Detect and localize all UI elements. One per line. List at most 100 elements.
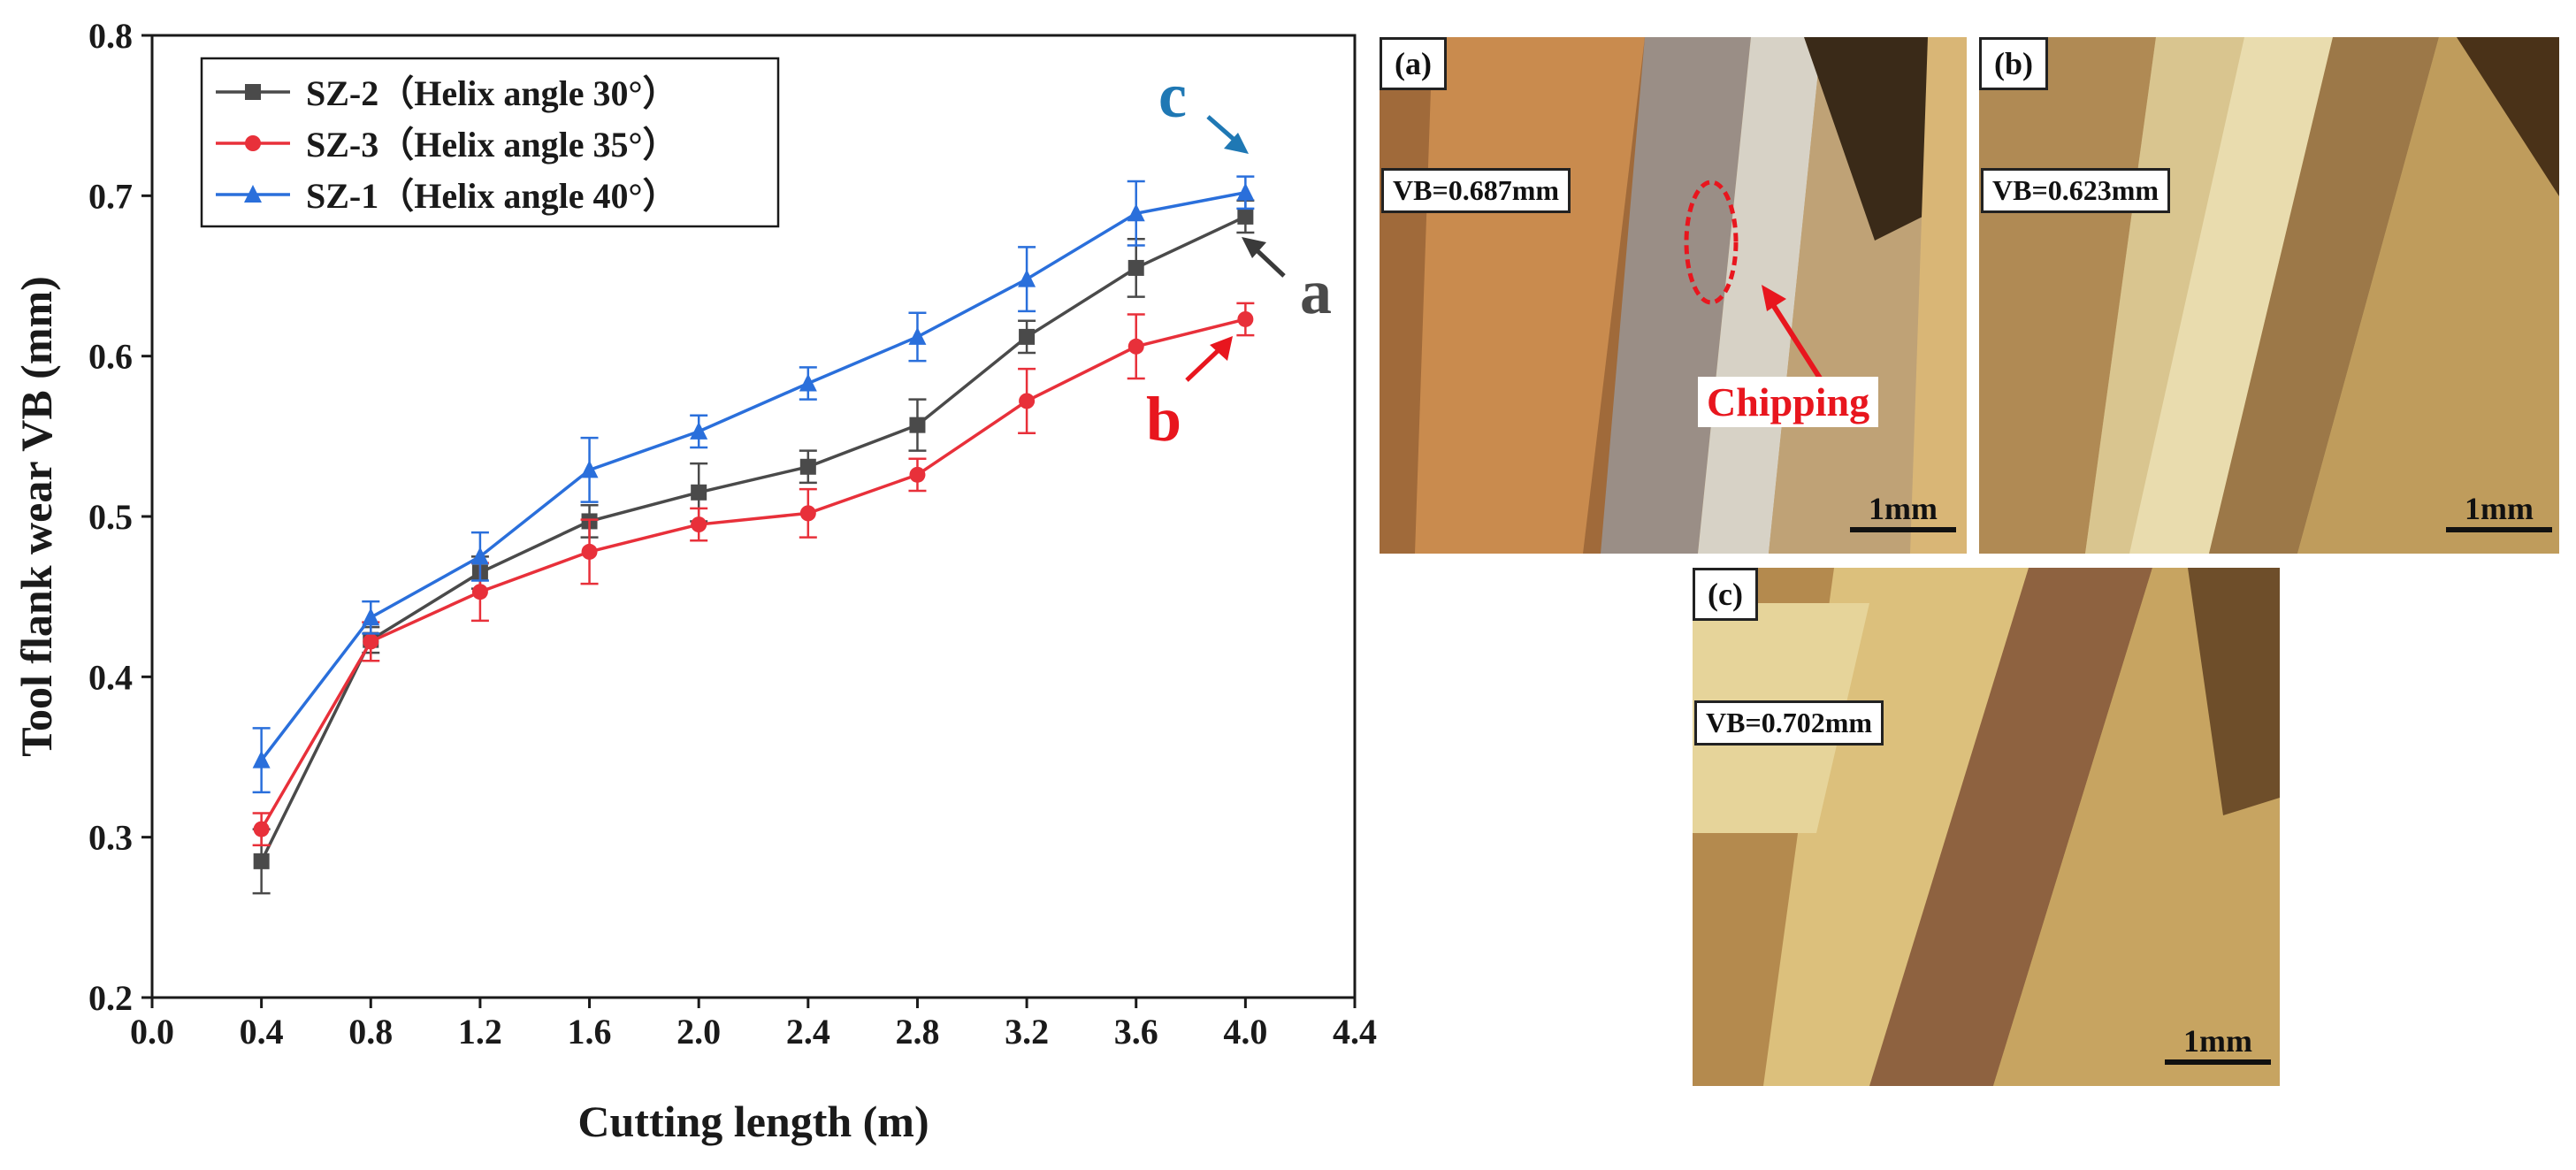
data-point <box>363 633 379 650</box>
data-point <box>1019 393 1036 409</box>
data-point <box>1237 310 1254 327</box>
micrograph-a-scale-line <box>1850 527 1956 532</box>
data-point <box>362 608 380 626</box>
data-point <box>691 484 707 501</box>
y-tick-label: 0.5 <box>88 497 133 537</box>
data-point <box>908 326 927 345</box>
legend-marker <box>244 185 262 203</box>
data-point <box>1018 269 1036 287</box>
x-tick-label: 2.8 <box>895 1012 939 1051</box>
micrograph-a-scale-text: 1mm <box>1869 491 1938 526</box>
data-point <box>799 373 817 392</box>
data-point <box>252 750 271 769</box>
y-tick-label: 0.8 <box>88 16 133 56</box>
data-point <box>253 821 270 837</box>
x-tick-label: 0.0 <box>130 1012 174 1051</box>
series-line <box>260 190 1246 761</box>
series-0 <box>252 199 1255 895</box>
axis-ticks: 0.0 0.4 0.8 1.2 1.6 2.0 2.4 2.8 3.2 3.6 4.0 4.4 0.2 0… <box>88 16 1377 1051</box>
legend-marker <box>245 84 261 100</box>
annotation-b-arrow <box>1185 347 1222 382</box>
micrograph-c-label: (c) <box>1693 568 1758 621</box>
data-point <box>1127 338 1144 355</box>
annotation-b: b <box>1146 336 1233 455</box>
data-point <box>1019 328 1036 345</box>
data-point <box>1237 208 1254 225</box>
y-tick-label: 0.2 <box>88 978 133 1018</box>
micrograph-b: (b) VB=0.623mm 1mm <box>1979 37 2559 554</box>
micrograph-a-scale: 1mm <box>1850 490 1956 532</box>
x-axis-title: Cutting length (m) <box>577 1097 929 1146</box>
series-layer <box>252 175 1255 895</box>
data-point <box>580 460 599 478</box>
x-tick-label: 1.6 <box>568 1012 612 1051</box>
x-tick-label: 4.4 <box>1333 1012 1377 1051</box>
y-tick-label: 0.3 <box>88 818 133 858</box>
y-tick-label: 0.7 <box>88 176 133 216</box>
annotation-a-label: a <box>1300 256 1332 327</box>
x-tick-label: 2.0 <box>676 1012 721 1051</box>
legend-label: SZ-1（Helix angle 40°） <box>306 176 677 216</box>
micrograph-a-label: (a) <box>1380 37 1447 90</box>
data-point <box>470 547 489 565</box>
annotation-a-arrow <box>1252 246 1286 278</box>
micrograph-b-label: (b) <box>1979 37 2048 90</box>
chipping-ellipse <box>1684 180 1739 305</box>
y-tick-label: 0.6 <box>88 337 133 377</box>
micrograph-c-scale: 1mm <box>2165 1022 2271 1065</box>
data-point <box>1127 203 1145 222</box>
data-point <box>253 853 270 869</box>
data-point <box>799 458 816 475</box>
data-point <box>909 466 926 483</box>
legend: SZ-2（Helix angle 30°） SZ-3（Helix angle 35… <box>200 57 780 228</box>
series-1 <box>252 302 1255 846</box>
data-point <box>1236 182 1255 201</box>
legend-entries: SZ-2（Helix angle 30°） SZ-3（Helix angle 35… <box>216 73 677 216</box>
data-point <box>799 505 816 522</box>
annotation-b-arrowhead <box>1210 336 1233 361</box>
series-line <box>260 317 1246 830</box>
data-point <box>691 516 707 533</box>
annotation-a-arrowhead <box>1242 237 1266 258</box>
data-point <box>581 543 598 560</box>
series-2 <box>252 175 1255 794</box>
micrograph-b-image <box>1979 37 2559 554</box>
micrograph-b-scale-text: 1mm <box>2465 491 2534 526</box>
x-tick-label: 2.4 <box>786 1012 830 1051</box>
data-point <box>909 417 926 433</box>
x-tick-label: 0.8 <box>348 1012 393 1051</box>
x-tick-label: 4.0 <box>1223 1012 1267 1051</box>
legend-box <box>200 57 780 228</box>
annotation-c-arrowhead <box>1224 133 1249 154</box>
micrograph-a: (a) VB=0.687mm Chipping 1mm <box>1380 37 1967 554</box>
annotation-c: c <box>1158 60 1249 154</box>
annotation-c-arrow <box>1206 115 1238 143</box>
legend-label: SZ-3（Helix angle 35°） <box>306 125 677 164</box>
y-tick-label: 0.4 <box>88 657 133 697</box>
chipping-label: Chipping <box>1698 377 1879 427</box>
micrograph-a-vb: VB=0.687mm <box>1381 168 1571 213</box>
annotation-b-label: b <box>1146 384 1181 455</box>
x-tick-label: 3.2 <box>1005 1012 1049 1051</box>
x-tick-label: 3.6 <box>1114 1012 1158 1051</box>
micrograph-c-image <box>1693 568 2280 1086</box>
series-line <box>260 215 1247 862</box>
data-point <box>471 584 488 600</box>
legend-label: SZ-2（Helix angle 30°） <box>306 73 677 113</box>
micrograph-c-vb: VB=0.702mm <box>1694 700 1884 746</box>
x-tick-label: 0.4 <box>240 1012 284 1051</box>
data-point <box>690 421 708 440</box>
annotation-c-label: c <box>1158 60 1187 131</box>
y-axis-title: Tool flank wear VB (mm) <box>11 276 61 757</box>
micrograph-c-scale-text: 1mm <box>2183 1023 2252 1059</box>
micrograph-b-scale-line <box>2446 527 2552 532</box>
micrograph-c: (c) VB=0.702mm 1mm <box>1693 568 2280 1086</box>
micrograph-b-vb: VB=0.623mm <box>1981 168 2170 213</box>
micrograph-c-scale-line <box>2165 1059 2271 1065</box>
legend-marker <box>245 135 261 151</box>
annotation-a: a <box>1242 237 1332 327</box>
data-point <box>1127 259 1144 276</box>
micrograph-b-scale: 1mm <box>2446 490 2552 532</box>
x-tick-label: 1.2 <box>458 1012 502 1051</box>
